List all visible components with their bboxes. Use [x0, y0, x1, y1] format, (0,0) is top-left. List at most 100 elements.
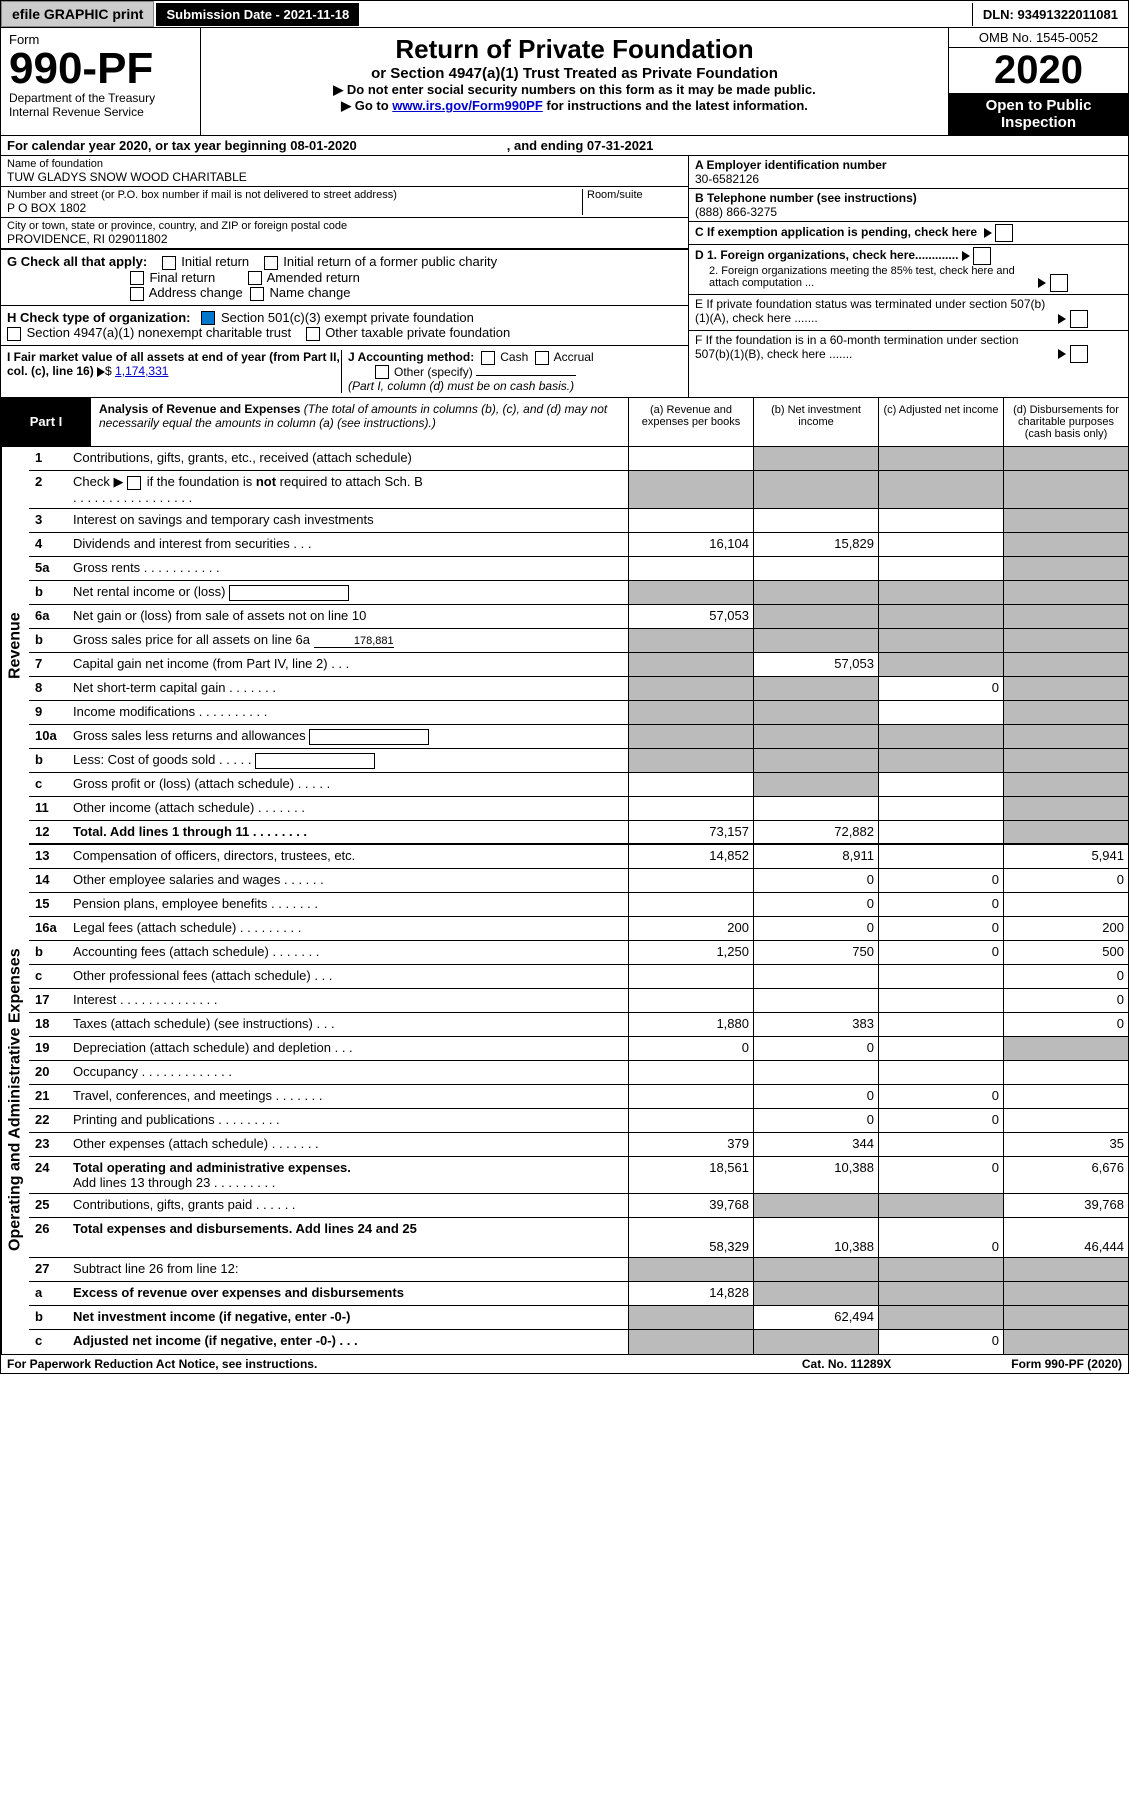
r3-b [753, 509, 878, 532]
r26-a: 58,329 [628, 1218, 753, 1257]
r18-num: 18 [29, 1013, 69, 1036]
cb-initial-former[interactable] [264, 256, 278, 270]
r26-num: 26 [29, 1218, 69, 1257]
cb-terminated[interactable] [1070, 310, 1088, 328]
r26-c: 0 [878, 1218, 1003, 1257]
r4-c [878, 533, 1003, 556]
r10b-num: b [29, 749, 69, 772]
cal-end: , and ending 07-31-2021 [507, 138, 654, 153]
r13-num: 13 [29, 845, 69, 868]
r27b-c [878, 1306, 1003, 1329]
r5a-d [1003, 557, 1128, 580]
g-initial: Initial return [181, 254, 249, 269]
r14-num: 14 [29, 869, 69, 892]
r22-num: 22 [29, 1109, 69, 1132]
cb-foreign[interactable] [973, 247, 991, 265]
g-final: Final return [149, 270, 215, 285]
r16a-desc: Legal fees (attach schedule) . . . . . .… [69, 917, 628, 940]
r19-b: 0 [753, 1037, 878, 1060]
cb-cash[interactable] [481, 351, 495, 365]
r6a-a: 57,053 [628, 605, 753, 628]
r21-a [628, 1085, 753, 1108]
r5a-c [878, 557, 1003, 580]
cb-85pct[interactable] [1050, 274, 1068, 292]
r27c-text: Adjusted net income (if negative, enter … [73, 1333, 358, 1348]
g-amended: Amended return [267, 270, 360, 285]
r22-a [628, 1109, 753, 1132]
r27-d [1003, 1258, 1128, 1281]
triangle-icon [97, 367, 105, 377]
r13-a: 14,852 [628, 845, 753, 868]
r10a-b [753, 725, 878, 748]
r10c-b [753, 773, 878, 796]
calendar-year-row: For calendar year 2020, or tax year begi… [0, 136, 1129, 156]
r27c-b [753, 1330, 878, 1354]
r23-desc: Other expenses (attach schedule) . . . .… [69, 1133, 628, 1156]
r5a-b [753, 557, 878, 580]
j-other: Other (specify) [394, 365, 473, 379]
r27-num: 27 [29, 1258, 69, 1281]
r10c-d [1003, 773, 1128, 796]
entity-info: Name of foundation TUW GLADYS SNOW WOOD … [0, 156, 1129, 398]
r7-b: 57,053 [753, 653, 878, 676]
r25-desc: Contributions, gifts, grants paid . . . … [69, 1194, 628, 1217]
r16c-c [878, 965, 1003, 988]
j-label: J Accounting method: [348, 350, 474, 364]
fmv-link[interactable]: 1,174,331 [115, 364, 168, 378]
r6b-inline: 178,881 [314, 635, 394, 648]
r18-b: 383 [753, 1013, 878, 1036]
r5b-b [753, 581, 878, 604]
r25-b [753, 1194, 878, 1217]
r18-d: 0 [1003, 1013, 1128, 1036]
cb-60month[interactable] [1070, 345, 1088, 363]
j-accrual: Accrual [554, 350, 594, 364]
r25-c [878, 1194, 1003, 1217]
part1-title: Analysis of Revenue and Expenses [99, 402, 300, 416]
cb-final[interactable] [130, 271, 144, 285]
cb-amended[interactable] [248, 271, 262, 285]
efile-button[interactable]: efile GRAPHIC print [1, 1, 154, 27]
main-title: Return of Private Foundation [207, 34, 942, 65]
r21-b: 0 [753, 1085, 878, 1108]
cb-accrual[interactable] [535, 351, 549, 365]
col-a-header: (a) Revenue and expenses per books [628, 398, 753, 446]
part1-header: Part I Analysis of Revenue and Expenses … [0, 398, 1129, 447]
r9-a [628, 701, 753, 724]
goto-line: ▶ Go to www.irs.gov/Form990PF for instru… [207, 98, 942, 114]
cb-exemption[interactable] [995, 224, 1013, 242]
r25-d: 39,768 [1003, 1194, 1128, 1217]
cb-501c3[interactable] [201, 311, 215, 325]
city-value: PROVIDENCE, RI 029011802 [7, 232, 682, 246]
r6a-num: 6a [29, 605, 69, 628]
page-footer: For Paperwork Reduction Act Notice, see … [0, 1355, 1129, 1374]
r25-num: 25 [29, 1194, 69, 1217]
cb-sch-b[interactable] [127, 476, 141, 490]
r16a-num: 16a [29, 917, 69, 940]
r27c-desc: Adjusted net income (if negative, enter … [69, 1330, 628, 1354]
cb-addr-change[interactable] [130, 287, 144, 301]
h-4947: Section 4947(a)(1) nonexempt charitable … [27, 325, 291, 340]
triangle-d2-icon [1038, 278, 1046, 288]
r1-a [628, 447, 753, 470]
cb-name-change[interactable] [250, 287, 264, 301]
form-link[interactable]: www.irs.gov/Form990PF [392, 98, 543, 113]
r10b-c [878, 749, 1003, 772]
r10b-box [255, 753, 375, 769]
a-label: A Employer identification number [695, 158, 887, 172]
r9-c [878, 701, 1003, 724]
cb-initial[interactable] [162, 256, 176, 270]
r17-c [878, 989, 1003, 1012]
r16b-num: b [29, 941, 69, 964]
r24-c: 0 [878, 1157, 1003, 1193]
r16b-desc: Accounting fees (attach schedule) . . . … [69, 941, 628, 964]
cb-4947[interactable] [7, 327, 21, 341]
c-label: C If exemption application is pending, c… [695, 225, 977, 239]
cb-other-method[interactable] [375, 365, 389, 379]
r2-b [753, 471, 878, 508]
r11-desc: Other income (attach schedule) . . . . .… [69, 797, 628, 820]
r22-desc: Printing and publications . . . . . . . … [69, 1109, 628, 1132]
cb-other-taxable[interactable] [306, 327, 320, 341]
name-label: Name of foundation [7, 158, 682, 170]
r27b-desc: Net investment income (if negative, ente… [69, 1306, 628, 1329]
r23-num: 23 [29, 1133, 69, 1156]
